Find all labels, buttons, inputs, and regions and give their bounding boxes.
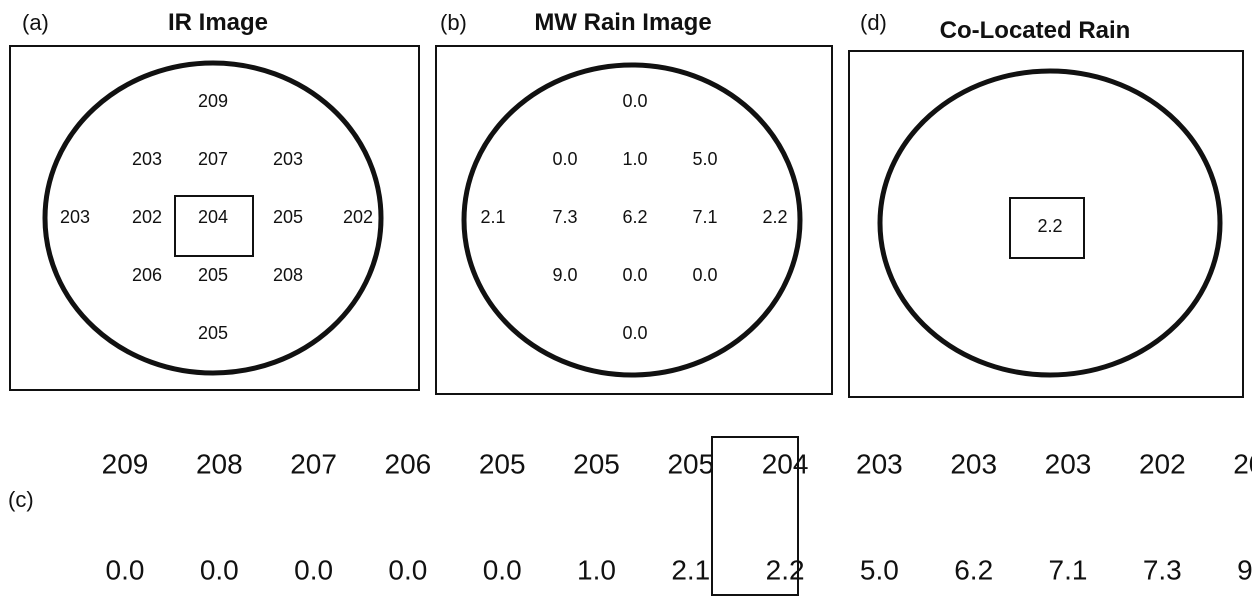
panel-d-center-box bbox=[1009, 197, 1085, 259]
ir-value-r1-c3: 203 bbox=[273, 149, 303, 169]
panel-b-frame bbox=[435, 45, 833, 395]
rain-value-r3-c3: 0.0 bbox=[692, 265, 717, 285]
ir-value-r2-c0: 203 bbox=[60, 207, 90, 227]
rain-value-r1-c2: 1.0 bbox=[622, 149, 647, 169]
panel-d-title: Co-Located Rain bbox=[940, 17, 1131, 44]
panel-b-grid: 0.0 0.0 1.0 5.0 2.1 7.3 6.2 7.1 2.2 9.0 0.0 0.0 0.0 bbox=[480, 91, 787, 343]
ir-sorted-value: 205 bbox=[667, 448, 714, 479]
ir-value-r2-c4: 202 bbox=[343, 207, 373, 227]
panel-d-tag: (d) bbox=[860, 10, 887, 35]
ir-value-r3-c2: 205 bbox=[198, 265, 228, 285]
rain-value-r3-c1: 9.0 bbox=[552, 265, 577, 285]
rain-value-r2-c0: 2.1 bbox=[480, 207, 505, 227]
rain-value-r2-c2: 6.2 bbox=[622, 207, 647, 227]
ir-value-r4-c2: 205 bbox=[198, 323, 228, 343]
panel-b-mw-rain-image: (b) MW Rain Image 0.0 0.0 1.0 5.0 2.1 7.3 6.2 7… bbox=[435, 9, 833, 395]
ir-sorted-value: 204 bbox=[762, 448, 809, 479]
panel-a-center-box bbox=[174, 195, 254, 257]
ir-sorted-value: 205 bbox=[573, 448, 620, 479]
panel-d-co-located-rain: (d) Co-Located Rain 2.2 bbox=[848, 10, 1244, 398]
panel-b-title: MW Rain Image bbox=[534, 9, 711, 36]
ir-value-r2-c2: 204 bbox=[198, 207, 228, 227]
ir-sorted-value: 203 bbox=[1045, 448, 1092, 479]
rain-value-r2-c1: 7.3 bbox=[552, 207, 577, 227]
ir-sorted-value: 202 bbox=[1139, 448, 1186, 479]
rain-sorted-value: 0.0 bbox=[200, 554, 239, 585]
rain-sorted-value: 0.0 bbox=[106, 554, 145, 585]
ir-value-r2-c1: 202 bbox=[132, 207, 162, 227]
rain-sorted-value: 7.1 bbox=[1049, 554, 1088, 585]
panel-a-grid: 209 203 207 203 203 202 204 205 202 206 205 208 205 bbox=[60, 91, 373, 343]
rain-value-r0-c2: 0.0 bbox=[622, 91, 647, 111]
panel-c-highlight-box bbox=[711, 436, 799, 596]
rain-sorted-value: 5.0 bbox=[860, 554, 899, 585]
rain-value-r3-c2: 0.0 bbox=[622, 265, 647, 285]
rain-value-r1-c3: 5.0 bbox=[692, 149, 717, 169]
panel-a-frame bbox=[9, 45, 420, 391]
rain-sorted-value: 9.0 bbox=[1237, 554, 1252, 585]
ir-sorted-value: 206 bbox=[385, 448, 432, 479]
panel-c-tag: (c) bbox=[8, 487, 34, 512]
ir-value-r0-c2: 209 bbox=[198, 91, 228, 111]
ir-sorted-value: 203 bbox=[950, 448, 997, 479]
rain-sorted-value: 2.2 bbox=[766, 554, 805, 585]
ir-value-r1-c2: 207 bbox=[198, 149, 228, 169]
rain-sorted-value: 2.1 bbox=[671, 554, 710, 585]
ir-sorted-value: 203 bbox=[856, 448, 903, 479]
ir-value-r1-c1: 203 bbox=[132, 149, 162, 169]
ir-sorted-value: 202 bbox=[1233, 448, 1252, 479]
panel-c-sorted-sequences: (c) 209 208 207 206 205 205 205 204 203 203 203 202… bbox=[8, 436, 1252, 596]
rain-sorted-value: 0.0 bbox=[294, 554, 333, 585]
rain-value-r2-c4: 2.2 bbox=[762, 207, 787, 227]
ir-sorted-row: 209 208 207 206 205 205 205 204 203 203 203 202 202 bbox=[102, 448, 1252, 479]
panel-a-title: IR Image bbox=[168, 9, 268, 36]
panel-a-ellipse bbox=[42, 60, 384, 376]
rain-value-r1-c1: 0.0 bbox=[552, 149, 577, 169]
ir-value-r2-c3: 205 bbox=[273, 207, 303, 227]
rain-value-r4-c2: 0.0 bbox=[622, 323, 647, 343]
rain-sorted-value: 0.0 bbox=[388, 554, 427, 585]
rain-value-r2-c3: 7.1 bbox=[692, 207, 717, 227]
ir-value-r3-c1: 206 bbox=[132, 265, 162, 285]
ir-sorted-value: 209 bbox=[102, 448, 149, 479]
panel-b-ellipse bbox=[461, 62, 803, 378]
panel-d-ellipse bbox=[877, 68, 1223, 378]
rain-sorted-value: 1.0 bbox=[577, 554, 616, 585]
rain-sorted-value: 6.2 bbox=[954, 554, 993, 585]
ir-sorted-value: 208 bbox=[196, 448, 243, 479]
ir-sorted-value: 205 bbox=[479, 448, 526, 479]
panel-d-value: 2.2 bbox=[1037, 216, 1062, 236]
rain-sorted-row: 0.0 0.0 0.0 0.0 0.0 1.0 2.1 2.2 5.0 6.2 7.1 7.3 9.0 bbox=[106, 554, 1252, 585]
rain-sorted-value: 0.0 bbox=[483, 554, 522, 585]
panel-a-tag: (a) bbox=[22, 10, 49, 35]
rain-sorted-value: 7.3 bbox=[1143, 554, 1182, 585]
panel-d-frame bbox=[848, 50, 1244, 398]
ir-value-r3-c3: 208 bbox=[273, 265, 303, 285]
panel-a-ir-image: (a) IR Image 209 203 207 203 203 202 204 205 202… bbox=[9, 9, 420, 391]
panel-b-tag: (b) bbox=[440, 10, 467, 35]
ir-sorted-value: 207 bbox=[290, 448, 337, 479]
